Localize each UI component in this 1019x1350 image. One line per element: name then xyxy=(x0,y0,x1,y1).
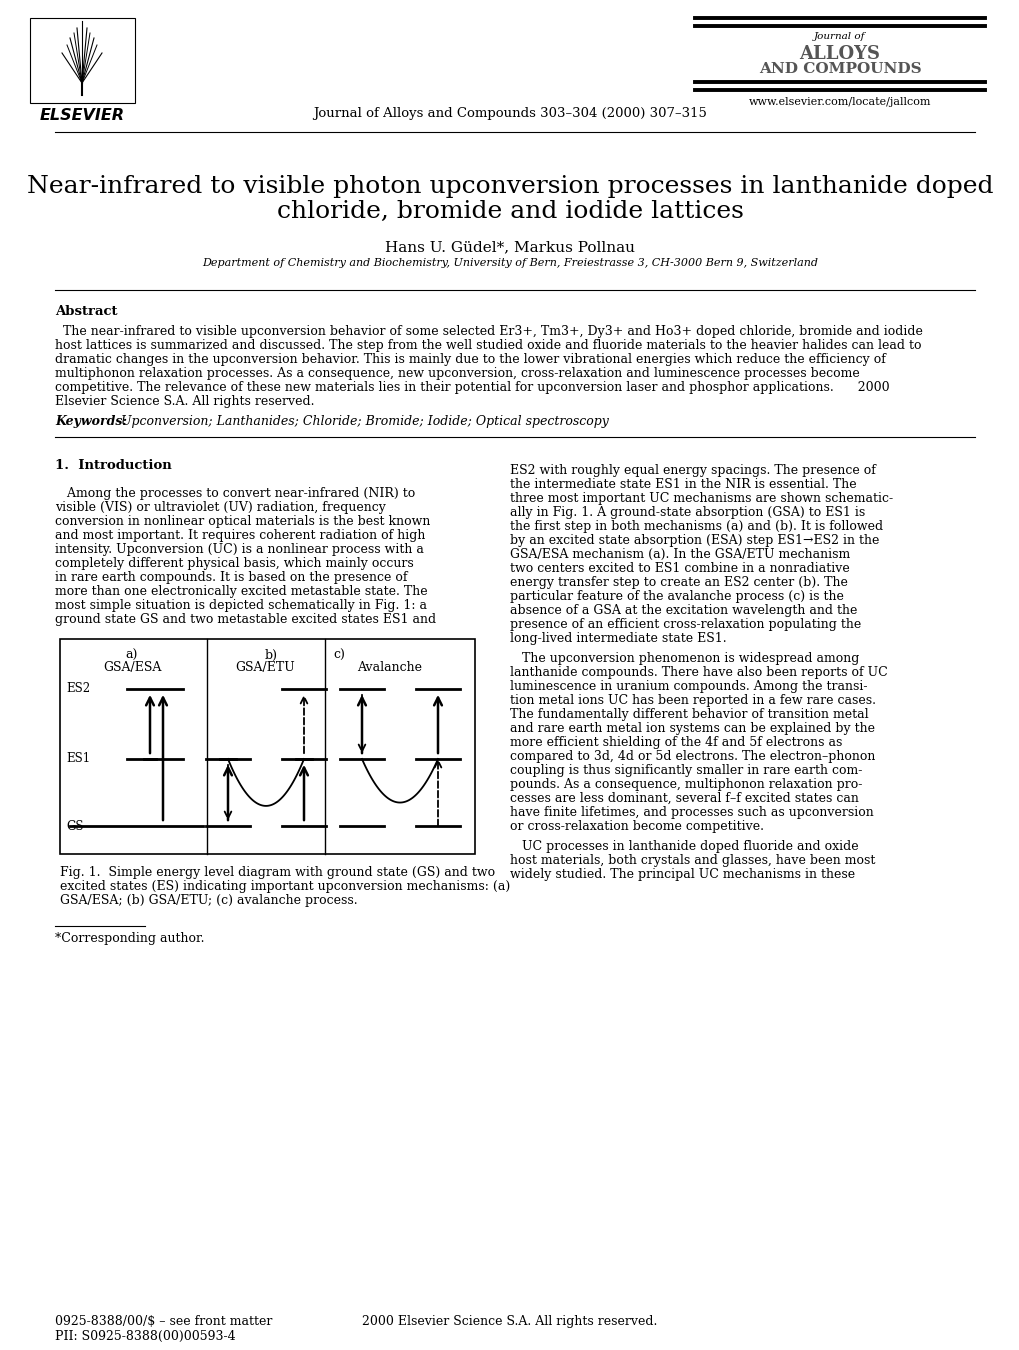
Text: cesses are less dominant, several f–f excited states can: cesses are less dominant, several f–f ex… xyxy=(510,792,858,805)
Text: GSA/ESA: GSA/ESA xyxy=(103,662,161,674)
Text: pounds. As a consequence, multiphonon relaxation pro-: pounds. As a consequence, multiphonon re… xyxy=(510,778,861,791)
Text: Elsevier Science S.A. All rights reserved.: Elsevier Science S.A. All rights reserve… xyxy=(55,396,314,408)
Text: more efficient shielding of the 4f and 5f electrons as: more efficient shielding of the 4f and 5… xyxy=(510,736,842,749)
Text: www.elsevier.com/locate/jallcom: www.elsevier.com/locate/jallcom xyxy=(748,97,930,107)
Text: Upconversion; Lanthanides; Chloride; Bromide; Iodide; Optical spectroscopy: Upconversion; Lanthanides; Chloride; Bro… xyxy=(117,414,608,428)
Text: AND COMPOUNDS: AND COMPOUNDS xyxy=(758,62,920,76)
Text: GSA/ETU: GSA/ETU xyxy=(235,662,294,674)
Text: ground state GS and two metastable excited states ES1 and: ground state GS and two metastable excit… xyxy=(55,613,436,626)
Bar xyxy=(30,18,135,103)
Text: chloride, bromide and iodide lattices: chloride, bromide and iodide lattices xyxy=(276,200,743,223)
Text: *Corresponding author.: *Corresponding author. xyxy=(55,931,204,945)
Text: the intermediate state ES1 in the NIR is essential. The: the intermediate state ES1 in the NIR is… xyxy=(510,478,856,491)
Text: energy transfer step to create an ES2 center (b). The: energy transfer step to create an ES2 ce… xyxy=(510,576,847,589)
Text: ES1: ES1 xyxy=(66,752,90,765)
Text: long-lived intermediate state ES1.: long-lived intermediate state ES1. xyxy=(510,632,726,645)
Text: Journal of: Journal of xyxy=(813,32,865,40)
Text: and most important. It requires coherent radiation of high: and most important. It requires coherent… xyxy=(55,529,425,541)
Text: 2000 Elsevier Science S.A. All rights reserved.: 2000 Elsevier Science S.A. All rights re… xyxy=(362,1315,657,1328)
Text: compared to 3d, 4d or 5d electrons. The electron–phonon: compared to 3d, 4d or 5d electrons. The … xyxy=(510,751,874,763)
Text: in rare earth compounds. It is based on the presence of: in rare earth compounds. It is based on … xyxy=(55,571,408,585)
Text: host lattices is summarized and discussed. The step from the well studied oxide : host lattices is summarized and discusse… xyxy=(55,339,920,352)
Text: the first step in both mechanisms (a) and (b). It is followed: the first step in both mechanisms (a) an… xyxy=(510,520,882,533)
Text: ES2 with roughly equal energy spacings. The presence of: ES2 with roughly equal energy spacings. … xyxy=(510,464,875,477)
Text: b): b) xyxy=(265,649,278,662)
Text: PII: S0925-8388(00)00593-4: PII: S0925-8388(00)00593-4 xyxy=(55,1330,235,1343)
Text: Keywords:: Keywords: xyxy=(55,414,127,428)
Text: ally in Fig. 1. A ground-state absorption (GSA) to ES1 is: ally in Fig. 1. A ground-state absorptio… xyxy=(510,506,864,518)
Text: presence of an efficient cross-relaxation populating the: presence of an efficient cross-relaxatio… xyxy=(510,618,860,630)
Text: completely different physical basis, which mainly occurs: completely different physical basis, whi… xyxy=(55,558,414,570)
Text: competitive. The relevance of these new materials lies in their potential for up: competitive. The relevance of these new … xyxy=(55,381,889,394)
Text: Among the processes to convert near-infrared (NIR) to: Among the processes to convert near-infr… xyxy=(55,487,415,500)
Text: luminescence in uranium compounds. Among the transi-: luminescence in uranium compounds. Among… xyxy=(510,680,866,693)
Text: coupling is thus significantly smaller in rare earth com-: coupling is thus significantly smaller i… xyxy=(510,764,861,778)
Text: Department of Chemistry and Biochemistry, University of Bern, Freiestrasse 3, CH: Department of Chemistry and Biochemistry… xyxy=(202,258,817,269)
Text: two centers excited to ES1 combine in a nonradiative: two centers excited to ES1 combine in a … xyxy=(510,562,849,575)
Text: Near-infrared to visible photon upconversion processes in lanthanide doped: Near-infrared to visible photon upconver… xyxy=(26,176,993,198)
Text: have finite lifetimes, and processes such as upconversion: have finite lifetimes, and processes suc… xyxy=(510,806,873,819)
Text: 1.  Introduction: 1. Introduction xyxy=(55,459,171,472)
Text: or cross-relaxation become competitive.: or cross-relaxation become competitive. xyxy=(510,819,763,833)
Text: lanthanide compounds. There have also been reports of UC: lanthanide compounds. There have also be… xyxy=(510,666,887,679)
Text: c): c) xyxy=(332,649,344,662)
Text: and rare earth metal ion systems can be explained by the: and rare earth metal ion systems can be … xyxy=(510,722,874,734)
Text: absence of a GSA at the excitation wavelength and the: absence of a GSA at the excitation wavel… xyxy=(510,603,857,617)
Text: most simple situation is depicted schematically in Fig. 1: a: most simple situation is depicted schema… xyxy=(55,599,427,612)
Text: conversion in nonlinear optical materials is the best known: conversion in nonlinear optical material… xyxy=(55,514,430,528)
Text: excited states (ES) indicating important upconversion mechanisms: (a): excited states (ES) indicating important… xyxy=(60,880,510,892)
Text: dramatic changes in the upconversion behavior. This is mainly due to the lower v: dramatic changes in the upconversion beh… xyxy=(55,352,886,366)
Text: Abstract: Abstract xyxy=(55,305,117,319)
Text: three most important UC mechanisms are shown schematic-: three most important UC mechanisms are s… xyxy=(510,491,893,505)
Text: a): a) xyxy=(125,649,138,662)
Text: The near-infrared to visible upconversion behavior of some selected Er3+, Tm3+, : The near-infrared to visible upconversio… xyxy=(55,325,922,338)
Text: UC processes in lanthanide doped fluoride and oxide: UC processes in lanthanide doped fluorid… xyxy=(510,840,858,853)
Text: visible (VIS) or ultraviolet (UV) radiation, frequency: visible (VIS) or ultraviolet (UV) radiat… xyxy=(55,501,385,514)
Text: GS: GS xyxy=(66,819,84,833)
Text: ES2: ES2 xyxy=(66,683,90,695)
Text: more than one electronically excited metastable state. The: more than one electronically excited met… xyxy=(55,585,427,598)
Text: GSA/ESA mechanism (a). In the GSA/ETU mechanism: GSA/ESA mechanism (a). In the GSA/ETU me… xyxy=(510,548,850,562)
Text: by an excited state absorption (ESA) step ES1→ES2 in the: by an excited state absorption (ESA) ste… xyxy=(510,535,878,547)
Text: Fig. 1.  Simple energy level diagram with ground state (GS) and two: Fig. 1. Simple energy level diagram with… xyxy=(60,865,494,879)
Bar xyxy=(60,639,475,855)
Text: The fundamentally different behavior of transition metal: The fundamentally different behavior of … xyxy=(510,707,868,721)
Text: ELSEVIER: ELSEVIER xyxy=(40,108,124,123)
Text: GSA/ESA; (b) GSA/ETU; (c) avalanche process.: GSA/ESA; (b) GSA/ETU; (c) avalanche proc… xyxy=(60,894,358,907)
Text: intensity. Upconversion (UC) is a nonlinear process with a: intensity. Upconversion (UC) is a nonlin… xyxy=(55,543,424,556)
Text: The upconversion phenomenon is widespread among: The upconversion phenomenon is widesprea… xyxy=(510,652,859,666)
Text: tion metal ions UC has been reported in a few rare cases.: tion metal ions UC has been reported in … xyxy=(510,694,875,707)
Text: ALLOYS: ALLOYS xyxy=(799,45,879,63)
Text: Hans U. Güdel*, Markus Pollnau: Hans U. Güdel*, Markus Pollnau xyxy=(384,240,635,254)
Text: widely studied. The principal UC mechanisms in these: widely studied. The principal UC mechani… xyxy=(510,868,854,882)
Text: multiphonon relaxation processes. As a consequence, new upconversion, cross-rela: multiphonon relaxation processes. As a c… xyxy=(55,367,859,379)
Text: 0925-8388/00/$ – see front matter: 0925-8388/00/$ – see front matter xyxy=(55,1315,272,1328)
Text: Avalanche: Avalanche xyxy=(357,662,422,674)
Text: Journal of Alloys and Compounds 303–304 (2000) 307–315: Journal of Alloys and Compounds 303–304 … xyxy=(313,107,706,120)
Text: particular feature of the avalanche process (c) is the: particular feature of the avalanche proc… xyxy=(510,590,843,603)
Text: host materials, both crystals and glasses, have been most: host materials, both crystals and glasse… xyxy=(510,855,874,867)
